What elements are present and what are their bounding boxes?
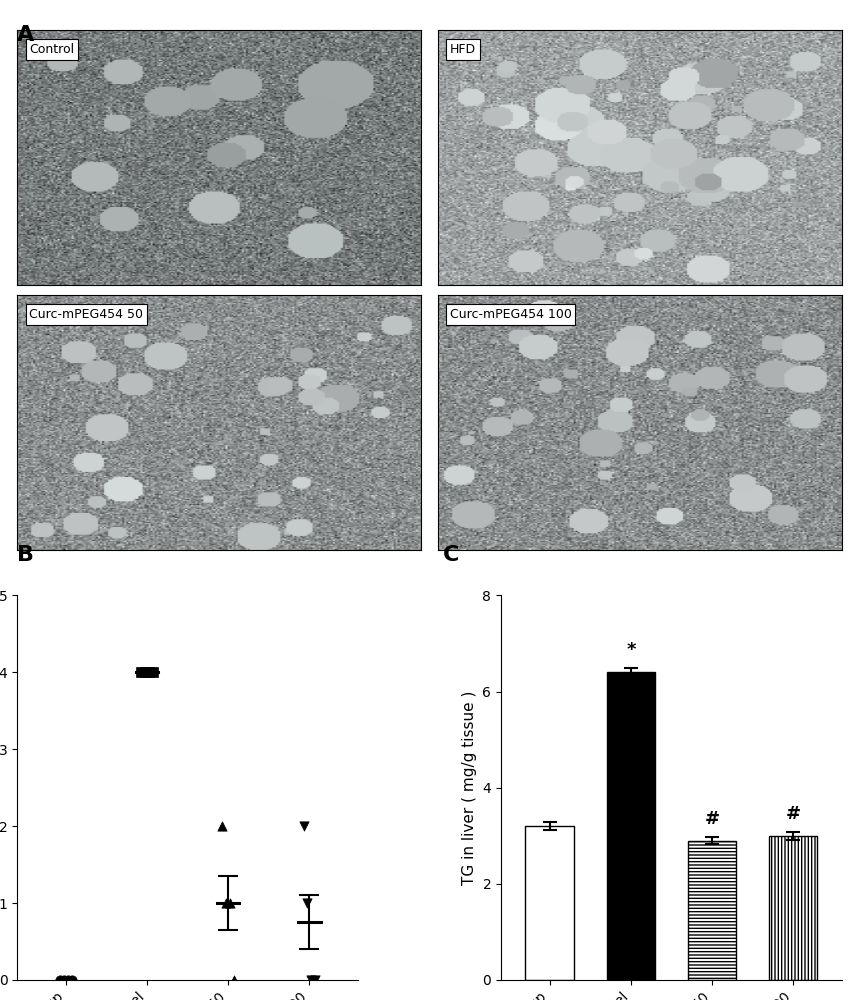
Point (135, 664, 149, 680)
Point (138, 664, 152, 680)
Bar (526, 826, 574, 980)
Point (64, 972, 78, 988)
Point (308, 972, 322, 988)
Point (61, 972, 75, 988)
Text: B: B (17, 545, 34, 565)
Bar (769, 836, 818, 980)
Point (296, 818, 310, 834)
Text: HFD: HFD (450, 43, 476, 56)
Bar (688, 841, 736, 980)
Bar (606, 672, 655, 980)
Point (216, 818, 229, 834)
Point (223, 895, 237, 911)
Text: *: * (626, 641, 636, 659)
Point (146, 664, 160, 680)
Point (142, 664, 155, 680)
Text: #: # (704, 810, 720, 828)
Text: C: C (442, 545, 459, 565)
Text: Control: Control (29, 43, 75, 56)
Point (219, 895, 233, 911)
Text: Curc-mPEG454 50: Curc-mPEG454 50 (29, 308, 143, 321)
Point (301, 895, 314, 911)
Text: #: # (786, 805, 801, 823)
Point (57, 972, 70, 988)
Point (227, 972, 241, 988)
Y-axis label: TG in liver ( mg/g tissue ): TG in liver ( mg/g tissue ) (462, 691, 477, 885)
Text: A: A (17, 25, 34, 45)
Text: Curc-mPEG454 100: Curc-mPEG454 100 (450, 308, 571, 321)
Point (304, 972, 318, 988)
Point (53, 972, 67, 988)
